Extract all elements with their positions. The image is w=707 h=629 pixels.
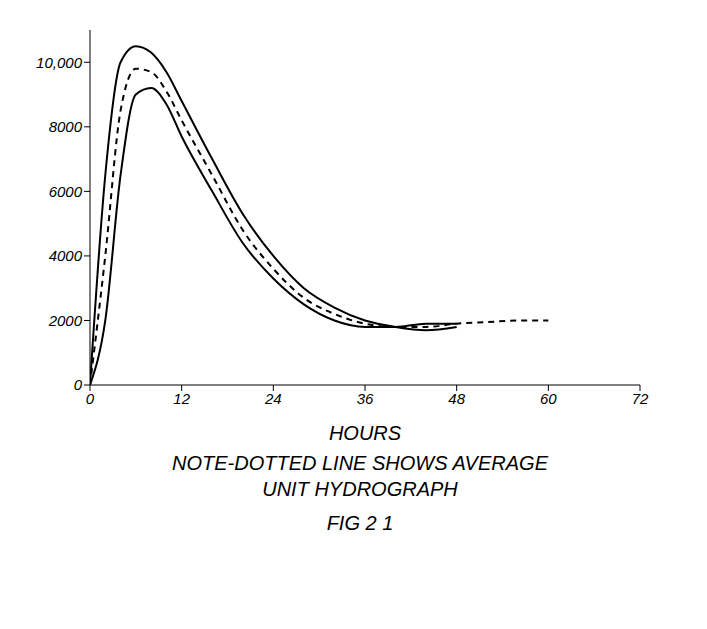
svg-text:0: 0 — [86, 390, 95, 407]
svg-text:0: 0 — [74, 376, 83, 393]
svg-text:2000: 2000 — [48, 312, 83, 329]
svg-text:4000: 4000 — [49, 247, 83, 264]
svg-text:24: 24 — [264, 390, 282, 407]
svg-text:HOURS: HOURS — [329, 422, 402, 444]
html-text:FIG 2 1: FIG 2 1 — [326, 512, 394, 534]
svg-text:8000: 8000 — [49, 118, 83, 135]
svg-text:6000: 6000 — [49, 183, 83, 200]
svg-text:60: 60 — [540, 390, 557, 407]
svg-text:36: 36 — [357, 390, 374, 407]
html-text:NOTE-DOTTED LINE SHOWS AVERAGE: NOTE-DOTTED LINE SHOWS AVERAGE UNIT HYDR… — [172, 452, 548, 500]
svg-text:72: 72 — [632, 390, 649, 407]
svg-text:10,000: 10,000 — [36, 54, 83, 71]
svg-text:12: 12 — [173, 390, 190, 407]
svg-text:48: 48 — [448, 390, 465, 407]
